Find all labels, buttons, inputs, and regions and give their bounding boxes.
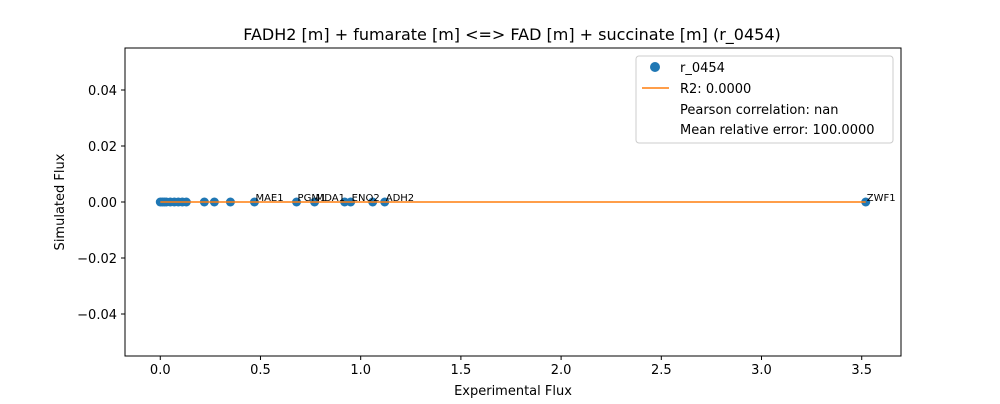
legend: r_0454 R2: 0.0000 Pearson correlation: n… (635, 55, 894, 144)
x-tick-label: 2.0 (551, 363, 572, 378)
x-tick-label: 1.5 (451, 363, 472, 378)
x-tick-label: 0.0 (150, 363, 171, 378)
point-label: MAE1 (255, 193, 283, 204)
x-axis-ticks: 0.0 0.5 1.0 1.5 2.0 2.5 3.0 3.5 (150, 356, 872, 378)
x-tick-label: 2.5 (651, 363, 672, 378)
legend-entry-mean-relative-error: Mean relative error: 100.0000 (680, 123, 875, 138)
point-label: ADH2 (386, 193, 414, 204)
y-tick-label: 0.02 (88, 140, 117, 155)
x-tick-label: 1.0 (350, 363, 371, 378)
point-label: MDA1 (316, 193, 345, 204)
plot-frame (124, 47, 902, 357)
legend-entry-series: r_0454 (680, 61, 725, 76)
legend-entry-pearson: Pearson correlation: nan (680, 103, 839, 118)
x-tick-label: 0.5 (250, 363, 271, 378)
y-tick-label: 0.00 (88, 196, 117, 211)
y-axis-title: Simulated Flux (53, 153, 68, 250)
y-axis-ticks: −0.04 −0.02 0.00 0.02 0.04 (77, 84, 125, 323)
x-tick-label: 3.0 (751, 363, 772, 378)
y-tick-label: −0.02 (77, 252, 117, 267)
legend-entry-r2: R2: 0.0000 (680, 82, 751, 97)
chart-title: FADH2 [m] + fumarate [m] <=> FAD [m] + s… (243, 25, 781, 45)
point-label: PGM1 (298, 193, 327, 204)
point-label: ENO2 (352, 193, 380, 204)
x-tick-label: 3.5 (851, 363, 872, 378)
legend-box (635, 55, 894, 144)
y-tick-label: 0.04 (88, 84, 117, 99)
y-tick-label: −0.04 (77, 308, 117, 323)
x-axis-title: Experimental Flux (454, 384, 572, 399)
point-label: ZWF1 (867, 193, 896, 204)
legend-marker-icon (650, 62, 660, 72)
